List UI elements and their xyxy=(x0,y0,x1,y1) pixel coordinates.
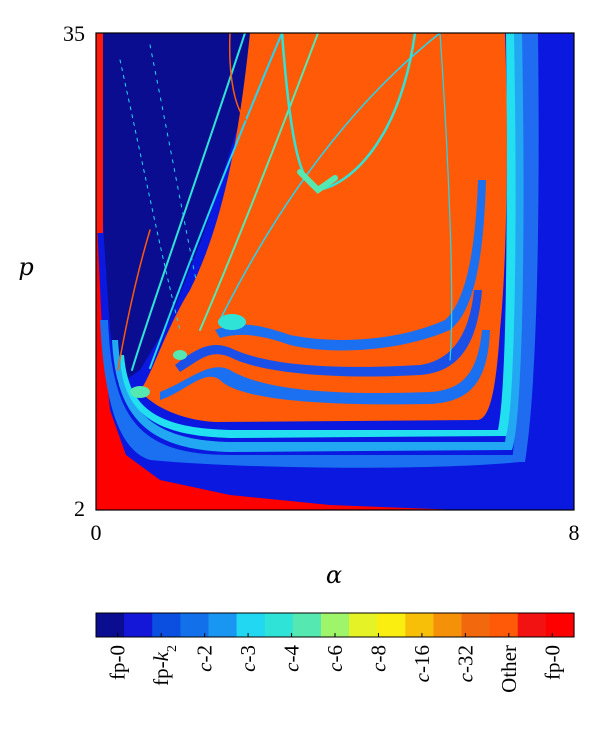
colorbar-label: c-32 xyxy=(453,645,477,682)
y-axis-label: p xyxy=(18,253,33,281)
colorbar-label: c-16 xyxy=(410,645,434,682)
filaments xyxy=(117,33,453,371)
plot-frame xyxy=(95,32,575,511)
colorbar-swatch xyxy=(349,613,378,637)
region-fp-0-edge xyxy=(96,33,103,233)
colorbar-swatch xyxy=(461,613,491,637)
y-tick-top: 35 xyxy=(63,21,85,46)
region-c-2-outer xyxy=(512,33,539,462)
colorbar-swatch xyxy=(489,613,519,637)
x-axis-label: α xyxy=(326,561,342,589)
y-tick-bottom: 2 xyxy=(74,496,85,521)
heatmap-regions xyxy=(96,33,574,510)
cusp-blob-1 xyxy=(218,314,246,330)
colorbar-swatch xyxy=(152,613,181,637)
colorbar-label: fp-k2 xyxy=(149,645,180,686)
x-tick-left: 0 xyxy=(91,520,102,545)
colorbar-label: Other xyxy=(497,645,521,693)
region-arc-upper xyxy=(215,180,486,351)
colorbar-swatch xyxy=(96,613,125,637)
region-fp-0-red xyxy=(96,200,460,510)
colorbar-swatch xyxy=(236,613,266,637)
colorbar-swatch xyxy=(377,613,406,637)
colorbar-label: c-4 xyxy=(280,645,304,672)
colorbar-label: c-2 xyxy=(193,645,217,672)
colorbar-labels: fp-0 fp-k2 c-2 c-3 c-4 c-6 c-8 c-16 c-32 Other fp-… xyxy=(106,633,564,693)
colorbar-label: c-3 xyxy=(236,645,260,672)
colorbar-swatch xyxy=(208,613,238,637)
colorbar-swatch xyxy=(124,613,153,637)
colorbar-label: c-6 xyxy=(323,645,347,672)
cusp-blob-3 xyxy=(173,350,187,360)
colorbar-swatch xyxy=(405,613,435,637)
colorbar-frame xyxy=(95,612,575,638)
colorbar-label: fp-0 xyxy=(540,645,564,680)
region-arc-lower xyxy=(160,330,490,405)
cusp-blob-2 xyxy=(130,386,150,398)
colorbar-swatch xyxy=(545,613,575,637)
colorbar-label: fp-0 xyxy=(106,645,130,680)
colorbar-swatch xyxy=(517,613,547,637)
colorbar-label: c-8 xyxy=(366,645,390,672)
colorbar-swatch xyxy=(433,613,463,637)
colorbar-swatch xyxy=(264,613,294,637)
x-tick-right: 8 xyxy=(569,520,580,545)
colorbar-swatch xyxy=(292,613,322,637)
